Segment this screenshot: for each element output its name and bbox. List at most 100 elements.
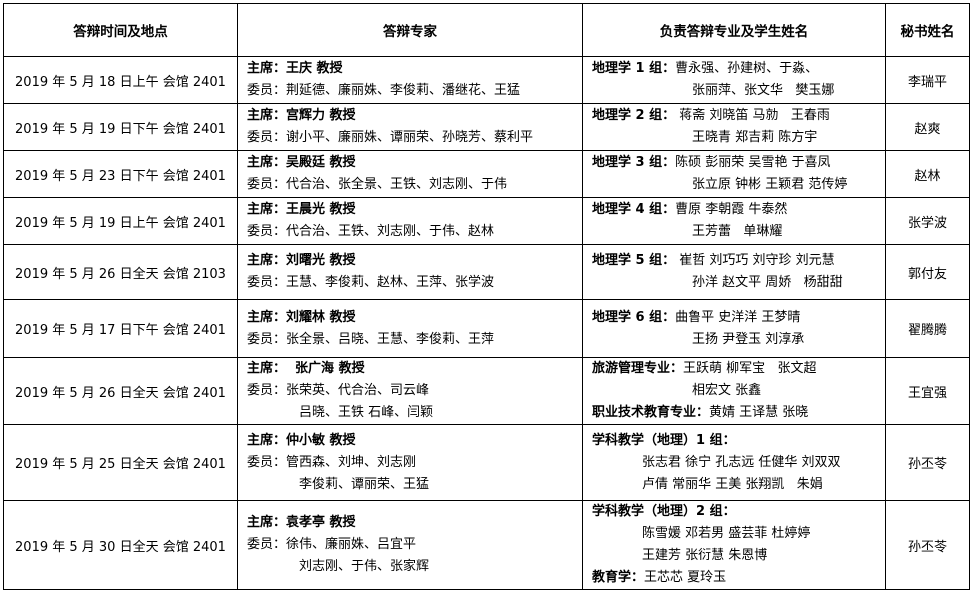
members: 委员：代合治、王铁、刘志刚、于伟、赵林 xyxy=(247,224,495,239)
student-names: 曹原 李朝霞 牛泰然 xyxy=(675,202,788,217)
chair: 主席：王晨光 教授 xyxy=(247,202,356,217)
students-cell: 地理学 3 组：陈硕 彭丽荣 吴雪艳 于喜凤 张立原 钟彬 王颖君 范传婷 xyxy=(582,150,886,198)
experts-cell: 主席：仲小敏 教授委员：管西森、刘坤、刘志刚李俊莉、谭丽荣、王猛 xyxy=(237,424,583,501)
table-row: 2019 年 5 月 26 日全天 会馆 2103 主席：刘曙光 教授 委员：王慧、… xyxy=(3,244,970,300)
members: 委员：荆延德、廉丽姝、李俊莉、潘继花、王猛 xyxy=(247,83,521,98)
header-time: 答辩时间及地点 xyxy=(3,3,238,57)
student-names: 张立原 钟彬 王颖君 范传婷 xyxy=(692,177,848,192)
student-names: 蒋斋 刘晓笛 马勍 王春雨 xyxy=(675,108,830,123)
experts-cell: 主席：刘曙光 教授委员：王慧、李俊莉、赵林、王萍、张学波 xyxy=(237,244,583,300)
chair: 主席：仲小敏 教授 xyxy=(247,432,356,448)
time-location: 2019 年 5 月 18 日上午 会馆 2401 xyxy=(3,56,238,104)
secretary: 翟腾腾 xyxy=(885,299,970,358)
table-row: 2019 年 5 月 17 日下午 会馆 2401 主席：刘耀林 教授 委员：张全景… xyxy=(3,299,970,358)
secretary: 孙丕苓 xyxy=(885,500,970,590)
members: 委员：张全景、吕晓、王慧、李俊莉、王萍 xyxy=(247,331,495,347)
time-location: 2019 年 5 月 30 日全天 会馆 2401 xyxy=(3,500,238,590)
experts-cell: 主席： 张广海 教授委员：张荣英、代合治、司云峰吕晓、王铁 石峰、闫颖 xyxy=(237,357,583,425)
chair: 主席：刘曙光 教授 xyxy=(247,253,356,268)
student-names: 王跃萌 柳军宝 张文超 xyxy=(683,361,817,376)
header-students: 负责答辩专业及学生姓名 xyxy=(582,3,886,57)
secretary: 王宜强 xyxy=(885,357,970,425)
student-names: 曲鲁平 史洋洋 王梦晴 xyxy=(675,309,801,325)
students-cell: 地理学 2 组： 蒋斋 刘晓笛 马勍 王春雨 王晓青 郑吉莉 陈方宇 xyxy=(582,103,886,151)
student-names: 张丽萍、张文华 樊玉娜 xyxy=(692,83,835,98)
students-cell: 学科教学（地理）1 组： 张志君 徐宁 孔志远 任健华 刘双双 卢倩 常丽华 王美 … xyxy=(582,424,886,501)
table-row: 2019 年 5 月 23 日下午 会馆 2401 主席：吴殿廷 教授 委员：代合治… xyxy=(3,150,970,198)
table-row: 2019 年 5 月 25 日全天 会馆 2401 主席：仲小敏 教授 委员：管西森… xyxy=(3,424,970,501)
secretary: 郭付友 xyxy=(885,244,970,300)
time-location: 2019 年 5 月 25 日全天 会馆 2401 xyxy=(3,424,238,501)
time-location: 2019 年 5 月 19 日上午 会馆 2401 xyxy=(3,197,238,245)
student-names: 张志君 徐宁 孔志远 任健华 刘双双 xyxy=(642,454,841,470)
chair: 主席：刘耀林 教授 xyxy=(247,309,356,325)
experts-cell: 主席：刘耀林 教授委员：张全景、吕晓、王慧、李俊莉、王萍 xyxy=(237,299,583,358)
student-names: 孙洋 赵文平 周娇 杨甜甜 xyxy=(692,275,843,290)
group-label: 职业技术教育专业： xyxy=(592,405,710,420)
students-cell: 地理学 4 组：曹原 李朝霞 牛泰然王芳蕾 单琳耀 xyxy=(582,197,886,245)
members: 委员：王慧、李俊莉、赵林、王萍、张学波 xyxy=(247,275,495,290)
experts-cell: 主席：王晨光 教授委员：代合治、王铁、刘志刚、于伟、赵林 xyxy=(237,197,583,245)
members: 委员：管西森、刘坤、刘志刚 xyxy=(247,454,417,470)
defense-schedule-table: 答辩时间及地点 答辩专家 负责答辩专业及学生姓名 秘书姓名 2019 年 5 月… xyxy=(3,3,970,590)
secretary: 张学波 xyxy=(885,197,970,245)
secretary: 赵林 xyxy=(885,150,970,198)
secretary: 李瑞平 xyxy=(885,56,970,104)
student-names: 崔哲 刘巧巧 刘守珍 刘元慧 xyxy=(675,253,835,268)
table-row: 2019 年 5 月 30 日全天 会馆 2401 主席：袁孝亭 教授 委员：徐伟、… xyxy=(3,500,970,590)
header-row: 答辩时间及地点 答辩专家 负责答辩专业及学生姓名 秘书姓名 xyxy=(3,3,970,57)
students-cell: 学科教学（地理）2 组： 陈雪媛 邓若男 盛芸菲 杜婷婷 王建芳 张衍慧 朱恩博教育… xyxy=(582,500,886,590)
members: 委员：张荣英、代合治、司云峰 xyxy=(247,383,430,398)
header-experts: 答辩专家 xyxy=(237,3,583,57)
student-names: 卢倩 常丽华 王美 张翔凯 朱娟 xyxy=(642,476,823,492)
group-label: 地理学 2 组： xyxy=(592,108,676,123)
members: 李俊莉、谭丽荣、王猛 xyxy=(299,476,430,492)
group-label: 地理学 4 组： xyxy=(592,202,676,217)
chair: 主席：王庆 教授 xyxy=(247,61,343,76)
experts-cell: 主席：袁孝亭 教授委员：徐伟、廉丽姝、吕宜平刘志刚、于伟、张家辉 xyxy=(237,500,583,590)
chair: 主席： 张广海 教授 xyxy=(247,361,365,376)
student-names: 陈雪媛 邓若男 盛芸菲 杜婷婷 xyxy=(642,526,811,541)
student-names: 曹永强、孙建树、于淼、 xyxy=(675,61,819,76)
secretary: 赵爽 xyxy=(885,103,970,151)
student-names: 黄婧 王译慧 张晓 xyxy=(709,405,809,420)
student-names: 王芯芯 夏玲玉 xyxy=(644,570,727,585)
group-label: 地理学 3 组： xyxy=(592,155,676,170)
group-label: 旅游管理专业： xyxy=(592,361,684,376)
group-label: 地理学 1 组： xyxy=(592,61,676,76)
members: 委员：代合治、张全景、王铁、刘志刚、于伟 xyxy=(247,177,508,192)
secretary: 孙丕苓 xyxy=(885,424,970,501)
group-label: 地理学 6 组： xyxy=(592,309,676,325)
table-row: 2019 年 5 月 19 日下午 会馆 2401 主席：宫辉力 教授 委员：谢小平… xyxy=(3,103,970,151)
time-location: 2019 年 5 月 23 日下午 会馆 2401 xyxy=(3,150,238,198)
time-location: 2019 年 5 月 17 日下午 会馆 2401 xyxy=(3,299,238,358)
chair: 主席：袁孝亭 教授 xyxy=(247,515,356,530)
student-names: 王晓青 郑吉莉 陈方宇 xyxy=(692,130,818,145)
students-cell: 地理学 5 组： 崔哲 刘巧巧 刘守珍 刘元慧孙洋 赵文平 周娇 杨甜甜 xyxy=(582,244,886,300)
table-row: 2019 年 5 月 18 日上午 会馆 2401 主席：王庆 教授 委员：荆延德、… xyxy=(3,56,970,104)
members: 刘志刚、于伟、张家辉 xyxy=(299,559,430,574)
students-cell: 地理学 6 组：曲鲁平 史洋洋 王梦晴 王扬 尹登玉 刘淳承 xyxy=(582,299,886,358)
members: 委员：徐伟、廉丽姝、吕宜平 xyxy=(247,537,417,552)
time-location: 2019 年 5 月 26 日全天 会馆 2103 xyxy=(3,244,238,300)
experts-cell: 主席：吴殿廷 教授委员：代合治、张全景、王铁、刘志刚、于伟 xyxy=(237,150,583,198)
experts-cell: 主席：宫辉力 教授委员：谢小平、廉丽姝、谭丽荣、孙晓芳、蔡利平 xyxy=(237,103,583,151)
time-location: 2019 年 5 月 26 日全天 会馆 2401 xyxy=(3,357,238,425)
student-names: 相宏文 张鑫 xyxy=(692,383,762,398)
student-names: 王建芳 张衍慧 朱恩博 xyxy=(642,548,768,563)
chair: 主席：宫辉力 教授 xyxy=(247,108,356,123)
group-label: 学科教学（地理）2 组： xyxy=(592,504,736,519)
group-label: 学科教学（地理）1 组： xyxy=(592,432,736,448)
experts-cell: 主席：王庆 教授委员：荆延德、廉丽姝、李俊莉、潘继花、王猛 xyxy=(237,56,583,104)
group-label: 地理学 5 组： xyxy=(592,253,676,268)
table-row: 2019 年 5 月 19 日上午 会馆 2401 主席：王晨光 教授 委员：代合治… xyxy=(3,197,970,245)
chair: 主席：吴殿廷 教授 xyxy=(247,155,356,170)
members: 吕晓、王铁 石峰、闫颖 xyxy=(299,405,434,420)
student-names: 王芳蕾 单琳耀 xyxy=(692,224,783,239)
members: 委员：谢小平、廉丽姝、谭丽荣、孙晓芳、蔡利平 xyxy=(247,130,534,145)
header-secretary: 秘书姓名 xyxy=(885,3,970,57)
time-location: 2019 年 5 月 19 日下午 会馆 2401 xyxy=(3,103,238,151)
students-cell: 旅游管理专业：王跃萌 柳军宝 张文超相宏文 张鑫职业技术教育专业：黄婧 王译慧 … xyxy=(582,357,886,425)
group-label: 教育学： xyxy=(592,570,645,585)
students-cell: 地理学 1 组：曹永强、孙建树、于淼、张丽萍、张文华 樊玉娜 xyxy=(582,56,886,104)
